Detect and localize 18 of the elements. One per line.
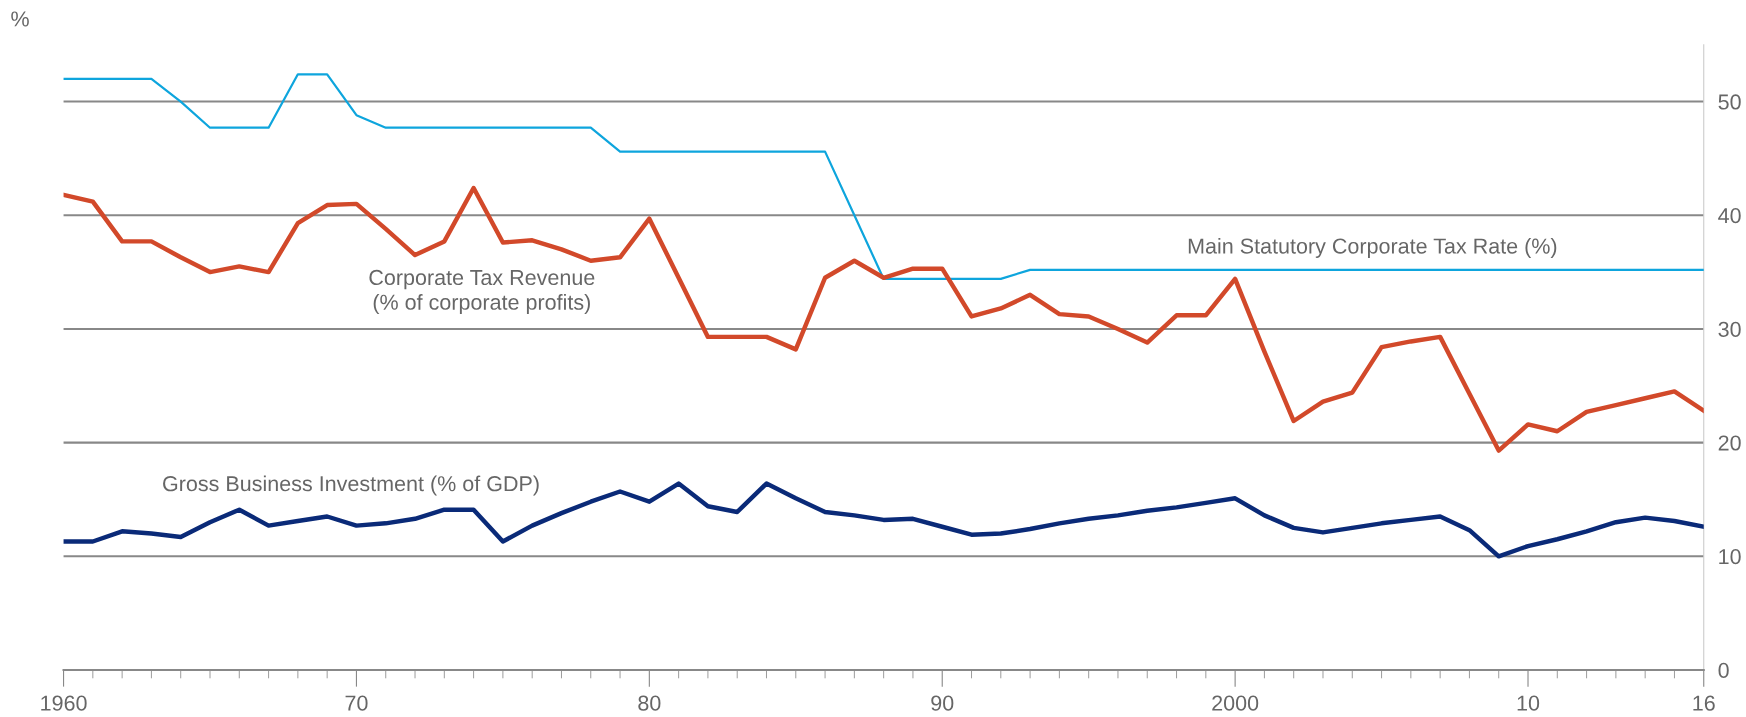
x-tick-label: 2000: [1212, 695, 1259, 711]
x-tick-label: 70: [345, 695, 368, 711]
y-axis-title: %: [11, 11, 29, 27]
y-tick-label: 10: [1719, 549, 1741, 565]
y-tick-label: 40: [1718, 208, 1741, 224]
y-tick-label: 20: [1718, 435, 1741, 451]
y-tick-label: 0: [1718, 662, 1729, 678]
y-tick-label: 30: [1718, 321, 1741, 337]
line-series: [63, 185, 1704, 453]
y-tick-label: 50: [1718, 94, 1741, 110]
x-tick-label: 16: [1693, 695, 1715, 711]
series-label: Main Statutory Corporate Tax Rate (%): [1188, 237, 1557, 258]
x-tick-label: 90: [931, 695, 954, 711]
series-label: Corporate Tax Revenue (% of corporate profits): [369, 269, 595, 315]
x-tick-label: 10: [1517, 695, 1540, 711]
series-label: Gross Business Investment (% of GDP): [163, 475, 539, 496]
x-tick-label: 1960: [41, 695, 87, 711]
x-tick-label: 80: [638, 695, 661, 711]
